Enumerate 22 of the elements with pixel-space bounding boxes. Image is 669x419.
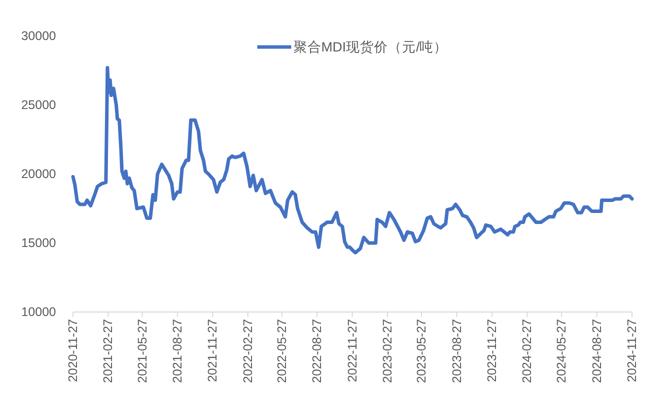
y-tick-label: 25000: [21, 98, 56, 112]
y-tick-label: 30000: [21, 29, 56, 43]
x-tick-label: 2024-02-27: [520, 318, 534, 383]
x-tick-label: 2021-05-27: [135, 318, 150, 383]
y-tick-label: 10000: [21, 305, 56, 319]
x-tick-label: 2024-11-27: [625, 318, 639, 382]
x-tick-label: 2022-02-27: [240, 318, 255, 383]
x-tick-label: 2020-11-27: [66, 318, 80, 382]
x-tick-label: 2023-02-27: [380, 318, 395, 383]
x-tick-label: 2022-05-27: [274, 318, 289, 383]
x-tick-label: 2022-08-27: [310, 318, 324, 383]
y-tick-label: 20000: [21, 167, 56, 181]
x-tick-label: 2024-08-27: [590, 318, 604, 383]
x-tick-label: 2021-11-27: [206, 318, 220, 382]
x-tick-label: 2021-02-27: [101, 318, 116, 383]
x-tick-label: 2021-08-27: [170, 318, 184, 383]
x-tick-label: 2023-05-27: [414, 318, 429, 383]
x-tick-label: 2023-11-27: [484, 318, 499, 382]
x-tick-label: 2024-05-27: [554, 318, 569, 383]
x-tick-label: 2023-08-27: [450, 318, 464, 383]
y-tick-label: 15000: [21, 236, 56, 250]
x-tick-label: 2022-11-27: [345, 318, 360, 382]
